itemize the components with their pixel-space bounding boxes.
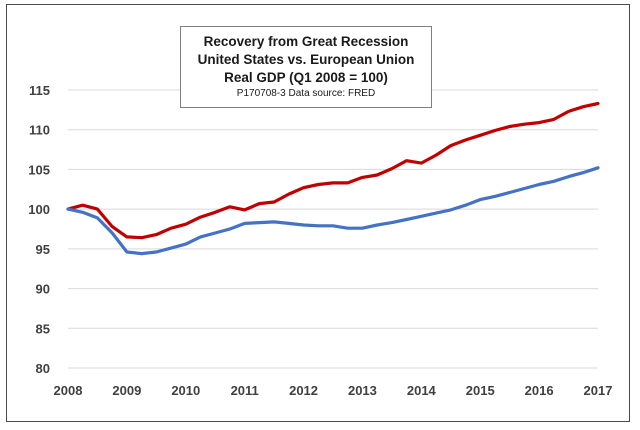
x-tick-label: 2017 bbox=[584, 383, 613, 398]
x-tick-label: 2013 bbox=[348, 383, 377, 398]
chart-subtitle: P170708-3 Data source: FRED bbox=[236, 88, 376, 99]
x-tick-label: 2011 bbox=[231, 383, 259, 398]
x-tick-label: 2012 bbox=[289, 383, 318, 398]
y-tick-label: 80 bbox=[36, 361, 50, 376]
y-tick-label: 90 bbox=[36, 282, 50, 297]
x-tick-label: 2015 bbox=[466, 383, 495, 398]
y-tick-label: 95 bbox=[36, 242, 50, 257]
series-line-red bbox=[66, 101, 600, 240]
chart-title-line-1: Recovery from Great Recession bbox=[203, 34, 409, 49]
chart-title-box: Recovery from Great Recession United Sta… bbox=[180, 26, 432, 108]
x-tick-label: 2009 bbox=[112, 383, 141, 398]
x-tick-label: 2010 bbox=[171, 383, 200, 398]
x-tick-label: 2014 bbox=[407, 383, 437, 398]
chart-title-line-2: United States vs. European Union bbox=[197, 52, 415, 67]
x-tick-label: 2008 bbox=[54, 383, 83, 398]
chart-title-line-3: Real GDP (Q1 2008 = 100) bbox=[224, 70, 388, 85]
y-tick-label: 100 bbox=[28, 202, 50, 217]
y-tick-label: 110 bbox=[29, 123, 50, 138]
series-line-blue bbox=[66, 166, 600, 256]
x-tick-label: 2016 bbox=[525, 383, 554, 398]
y-tick-label: 85 bbox=[36, 321, 50, 336]
y-tick-label: 105 bbox=[28, 162, 50, 177]
y-tick-label: 115 bbox=[29, 83, 50, 98]
